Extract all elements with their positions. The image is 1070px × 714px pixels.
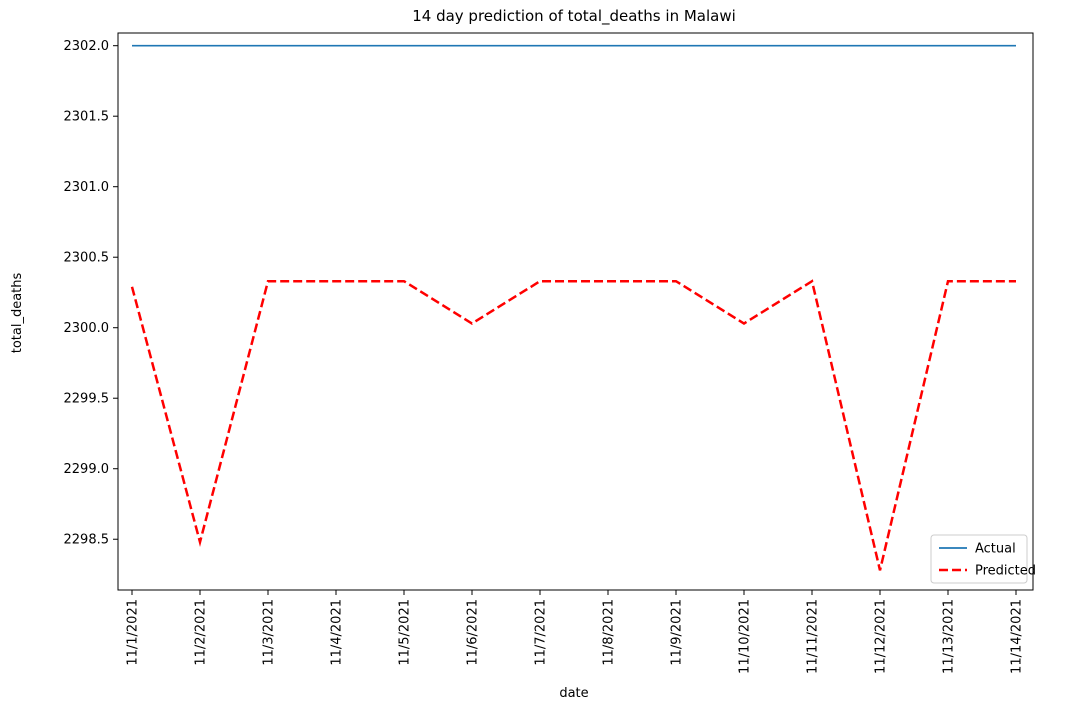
legend-label: Predicted	[975, 564, 1036, 579]
legend-label: Actual	[975, 542, 1016, 557]
x-tick-label: 11/12/2021	[874, 599, 889, 674]
x-tick-label: 11/10/2021	[738, 599, 753, 674]
x-tick-label: 11/9/2021	[670, 599, 685, 666]
y-axis-title: total_deaths	[10, 273, 25, 354]
y-axis: 2298.5 2299.0 2299.5 2300.0 2300.5 2301.0 2301…	[64, 39, 118, 548]
plot-area	[117, 32, 1034, 591]
x-axis: 11/1/2021 11/2/2021 11/3/2021 11/4/2021 11/5…	[126, 590, 1025, 674]
x-tick-label: 11/3/2021	[262, 599, 277, 666]
y-tick-label: 2300.0	[64, 321, 110, 336]
x-tick-label: 11/1/2021	[126, 599, 141, 666]
x-tick-label: 11/8/2021	[602, 599, 617, 666]
x-tick-label: 11/13/2021	[942, 599, 957, 674]
y-tick-label: 2299.0	[64, 462, 110, 477]
y-tick-label: 2301.0	[64, 180, 110, 195]
y-tick-label: 2302.0	[64, 39, 110, 54]
series-line-predicted	[130, 279, 1016, 571]
x-axis-title: date	[559, 686, 588, 701]
x-tick-label: 11/11/2021	[806, 599, 821, 674]
x-tick-label: 11/5/2021	[398, 599, 413, 666]
y-tick-label: 2298.5	[64, 533, 110, 548]
y-tick-label: 2301.5	[64, 110, 110, 125]
y-tick-label: 2299.5	[64, 392, 110, 407]
y-tick-label: 2300.5	[64, 251, 110, 266]
x-tick-label: 11/2/2021	[194, 599, 209, 666]
x-tick-label: 11/7/2021	[534, 599, 549, 666]
legend: Actual Predicted	[930, 534, 1036, 584]
x-tick-label: 11/6/2021	[466, 599, 481, 666]
series-layer	[130, 44, 1016, 571]
chart-title: 14 day prediction of total_deaths in Mal…	[412, 7, 736, 26]
x-tick-label: 11/4/2021	[330, 599, 345, 666]
plot-frame	[117, 32, 1034, 591]
x-tick-label: 11/14/2021	[1010, 599, 1025, 674]
